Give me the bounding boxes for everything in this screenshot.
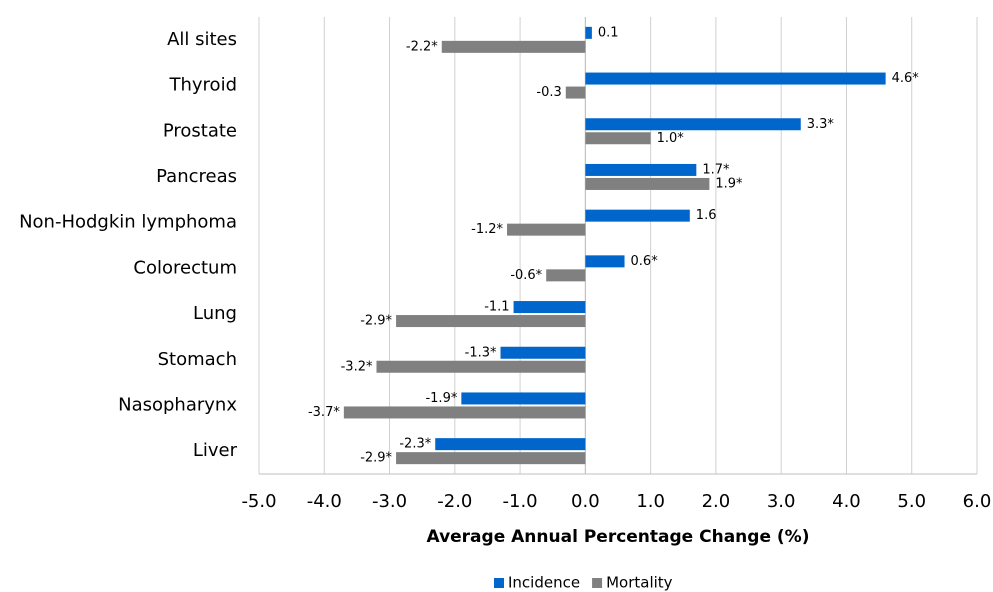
bar [396, 315, 586, 328]
bar [585, 255, 625, 268]
category-label: Liver [193, 440, 238, 461]
bar [343, 406, 586, 419]
value-label: -1.9* [425, 391, 457, 406]
bar [585, 163, 697, 176]
legend-swatch [592, 578, 603, 588]
bar [585, 132, 651, 145]
bar [585, 72, 886, 85]
x-tick-label: 4.0 [832, 491, 861, 512]
category-label: All sites [167, 29, 237, 50]
value-label: -1.2* [471, 222, 503, 237]
bar [500, 346, 586, 359]
bar [585, 118, 801, 131]
x-tick-label: 5.0 [897, 491, 926, 512]
bar [513, 301, 586, 314]
x-tick-label: 6.0 [963, 491, 992, 512]
bar [507, 223, 586, 236]
value-label: 1.6 [696, 208, 717, 223]
x-tick-label: -3.0 [372, 491, 407, 512]
category-label: Thyroid [169, 75, 238, 96]
x-tick-label: -5.0 [241, 491, 276, 512]
category-label: Pancreas [156, 166, 237, 187]
bar [396, 452, 586, 465]
bar [435, 438, 586, 451]
value-label: -3.2* [341, 359, 373, 374]
value-label: -3.7* [308, 405, 340, 420]
bar [565, 86, 586, 99]
value-label: 1.7* [702, 162, 730, 177]
category-label: Stomach [158, 349, 237, 370]
bar [461, 392, 586, 405]
category-label: Nasopharynx [118, 394, 237, 415]
x-tick-label: -2.0 [437, 491, 472, 512]
x-tick-label: -4.0 [307, 491, 342, 512]
bar [441, 40, 586, 53]
bar [585, 177, 710, 190]
value-label: -1.1 [484, 300, 509, 315]
value-label: -0.3 [536, 85, 561, 100]
value-label: -2.3* [399, 437, 431, 452]
bar [585, 26, 592, 39]
value-label: 4.6* [892, 71, 920, 86]
category-label: Non-Hodgkin lymphoma [19, 212, 237, 233]
category-label: Lung [193, 303, 237, 324]
value-label: 1.0* [657, 131, 685, 146]
x-tick-label: -1.0 [503, 491, 538, 512]
bar [585, 209, 690, 222]
value-label: 0.1 [598, 25, 619, 40]
value-label: -1.3* [465, 345, 497, 360]
value-label: 0.6* [631, 254, 659, 269]
x-axis-title: Average Annual Percentage Change (%) [427, 527, 810, 547]
legend-label: Mortality [606, 574, 673, 592]
value-label: 1.9* [715, 176, 743, 191]
bar [376, 360, 586, 373]
legend-label: Incidence [508, 574, 580, 592]
x-tick-label: 2.0 [702, 491, 731, 512]
value-label: -0.6* [510, 268, 542, 283]
category-label: Colorectum [133, 257, 237, 278]
x-tick-label: 0.0 [571, 491, 600, 512]
category-label: Prostate [163, 120, 237, 141]
value-label: 3.3* [807, 117, 835, 132]
value-label: -2.2* [406, 39, 438, 54]
bar [546, 269, 586, 282]
value-label: -2.9* [360, 314, 392, 329]
x-tick-label: 1.0 [636, 491, 665, 512]
value-label: -2.9* [360, 451, 392, 466]
legend-swatch [494, 578, 504, 588]
x-tick-label: 3.0 [767, 491, 796, 512]
